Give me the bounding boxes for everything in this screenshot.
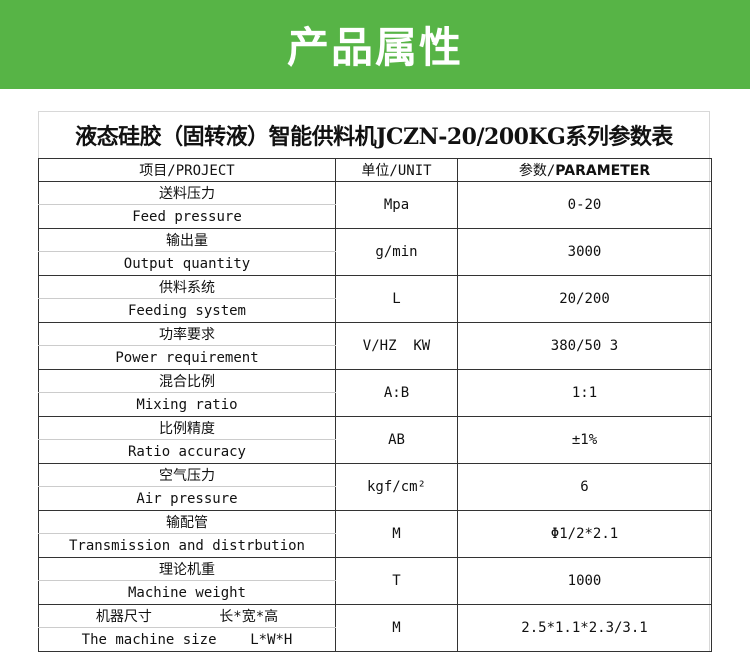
row-unit: L bbox=[335, 275, 458, 323]
table-row: 理论机重 T 1000 bbox=[38, 557, 712, 605]
row-name-en: Transmission and distrbution bbox=[38, 533, 336, 558]
table-row: 比例精度 AB ±1% bbox=[38, 416, 712, 464]
table-row: 输配管 M Φ1/2*2.1 bbox=[38, 510, 712, 558]
row-name-en: Output quantity bbox=[38, 251, 336, 276]
row-name-en: Air pressure bbox=[38, 486, 336, 511]
row-name-zh: 输出量 bbox=[38, 228, 336, 252]
table-row: 输出量 g/min 3000 bbox=[38, 228, 712, 276]
row-name-en: Power requirement bbox=[38, 345, 336, 370]
row-name-zh: 功率要求 bbox=[38, 322, 336, 346]
row-name-zh: 理论机重 bbox=[38, 557, 336, 581]
row-value: 1000 bbox=[457, 557, 712, 605]
row-name-en: The machine size L*W*H bbox=[38, 627, 336, 652]
row-name-en: Feeding system bbox=[38, 298, 336, 323]
row-value: 2.5*1.1*2.3/3.1 bbox=[457, 604, 712, 652]
table-row-sub: Feeding system bbox=[38, 298, 712, 323]
table-row: 送料压力 Mpa 0-20 bbox=[38, 181, 712, 229]
row-unit: AB bbox=[335, 416, 458, 464]
header-unit: 单位/UNIT bbox=[335, 158, 458, 182]
table-row: 机器尺寸 长*宽*高 M 2.5*1.1*2.3/3.1 bbox=[38, 604, 712, 652]
row-unit: A:B bbox=[335, 369, 458, 417]
row-unit: g/min bbox=[335, 228, 458, 276]
row-value: 1:1 bbox=[457, 369, 712, 417]
row-value: 380/50 3 bbox=[457, 322, 712, 370]
row-name-zh: 混合比例 bbox=[38, 369, 336, 393]
section-banner: 产品属性 bbox=[0, 0, 750, 89]
row-unit: V/HZ KW bbox=[335, 322, 458, 370]
row-name-zh: 供料系统 bbox=[38, 275, 336, 299]
row-name-zh: 机器尺寸 长*宽*高 bbox=[38, 604, 336, 628]
row-name-en: Ratio accuracy bbox=[38, 439, 336, 464]
row-unit: T bbox=[335, 557, 458, 605]
row-unit: M bbox=[335, 510, 458, 558]
row-name-zh: 空气压力 bbox=[38, 463, 336, 487]
table-row-sub: Output quantity bbox=[38, 251, 712, 276]
row-unit: Mpa bbox=[335, 181, 458, 229]
row-name-zh: 输配管 bbox=[38, 510, 336, 534]
row-unit: M bbox=[335, 604, 458, 652]
header-parameter: 参数/PARAMETER bbox=[457, 158, 712, 182]
header-parameter-bold: PARAMETER bbox=[555, 163, 651, 179]
table-row-sub: Feed pressure bbox=[38, 204, 712, 229]
row-name-en: Feed pressure bbox=[38, 204, 336, 229]
row-name-en: Mixing ratio bbox=[38, 392, 336, 417]
parameter-table: 项目/PROJECT 单位/UNIT 参数/PARAMETER 送料压力 Mpa… bbox=[38, 158, 712, 652]
banner-title: 产品属性 bbox=[286, 23, 463, 72]
table-row-sub: Ratio accuracy bbox=[38, 439, 712, 464]
table-row: 功率要求 V/HZ KW 380/50 3 bbox=[38, 322, 712, 370]
table-title: 液态硅胶（固转液）智能供料机JCZN-20/200KG系列参数表 bbox=[75, 124, 673, 150]
header-project: 项目/PROJECT bbox=[38, 158, 336, 182]
row-value: Φ1/2*2.1 bbox=[457, 510, 712, 558]
table-row: 空气压力 kgf/cm² 6 bbox=[38, 463, 712, 511]
table-row-sub: Transmission and distrbution bbox=[38, 533, 712, 558]
row-name-en: Machine weight bbox=[38, 580, 336, 605]
row-value: ±1% bbox=[457, 416, 712, 464]
row-value: 6 bbox=[457, 463, 712, 511]
row-name-zh: 比例精度 bbox=[38, 416, 336, 440]
table-row-sub: The machine size L*W*H bbox=[38, 627, 712, 652]
row-name-zh: 送料压力 bbox=[38, 181, 336, 205]
table-row: 混合比例 A:B 1:1 bbox=[38, 369, 712, 417]
table-row: 供料系统 L 20/200 bbox=[38, 275, 712, 323]
header-parameter-prefix: 参数/ bbox=[518, 163, 556, 179]
row-unit: kgf/cm² bbox=[335, 463, 458, 511]
row-value: 0-20 bbox=[457, 181, 712, 229]
table-header-row: 项目/PROJECT 单位/UNIT 参数/PARAMETER bbox=[38, 158, 712, 182]
row-value: 3000 bbox=[457, 228, 712, 276]
row-value: 20/200 bbox=[457, 275, 712, 323]
